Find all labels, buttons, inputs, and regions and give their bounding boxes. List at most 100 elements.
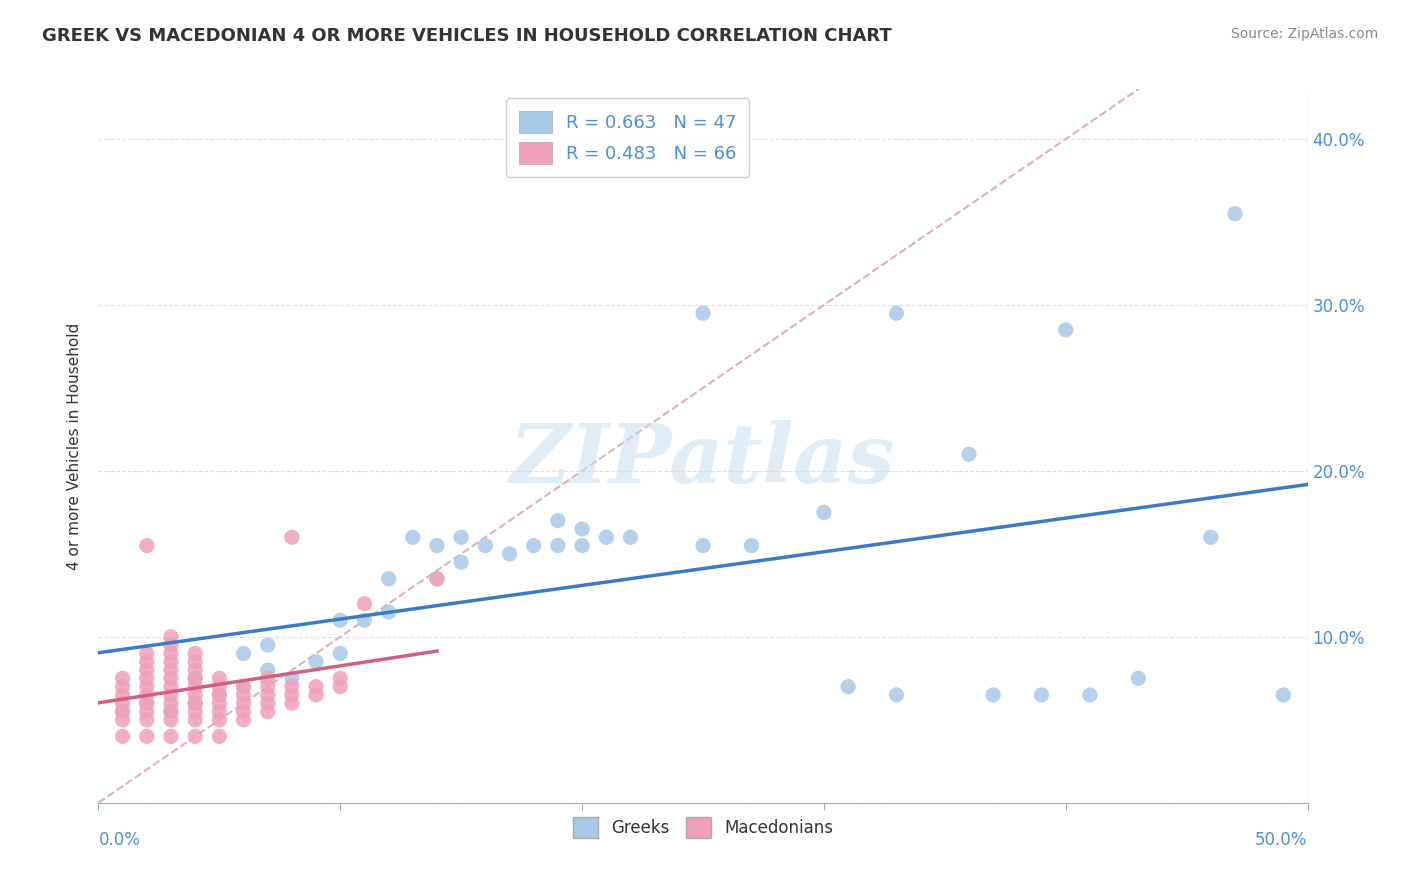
Point [426, 572, 449, 586]
Point [111, 696, 134, 710]
Point [184, 696, 207, 710]
Point [232, 713, 254, 727]
Point [160, 696, 183, 710]
Point [184, 671, 207, 685]
Point [1223, 207, 1246, 221]
Point [160, 630, 183, 644]
Legend: Greeks, Macedonians: Greeks, Macedonians [567, 811, 839, 845]
Point [450, 530, 472, 544]
Point [160, 663, 183, 677]
Point [256, 688, 278, 702]
Point [281, 688, 304, 702]
Point [208, 688, 231, 702]
Point [256, 696, 278, 710]
Point [135, 688, 157, 702]
Point [305, 655, 328, 669]
Point [135, 663, 157, 677]
Point [111, 705, 134, 719]
Point [281, 530, 304, 544]
Point [256, 671, 278, 685]
Point [329, 613, 352, 627]
Point [232, 696, 254, 710]
Point [353, 613, 375, 627]
Point [450, 555, 472, 569]
Point [135, 730, 157, 744]
Point [1272, 688, 1295, 702]
Point [1199, 530, 1222, 544]
Point [135, 539, 157, 553]
Point [208, 671, 231, 685]
Point [281, 696, 304, 710]
Point [523, 539, 546, 553]
Point [305, 688, 328, 702]
Point [981, 688, 1004, 702]
Point [160, 705, 183, 719]
Y-axis label: 4 or more Vehicles in Household: 4 or more Vehicles in Household [67, 322, 83, 570]
Point [111, 705, 134, 719]
Point [377, 605, 399, 619]
Point [135, 680, 157, 694]
Text: 50.0%: 50.0% [1256, 831, 1308, 849]
Point [160, 713, 183, 727]
Point [160, 655, 183, 669]
Point [232, 705, 254, 719]
Point [160, 730, 183, 744]
Point [160, 638, 183, 652]
Point [547, 539, 569, 553]
Point [498, 547, 520, 561]
Point [837, 680, 859, 694]
Point [232, 680, 254, 694]
Point [208, 696, 231, 710]
Point [886, 306, 908, 320]
Point [160, 647, 183, 661]
Point [329, 647, 352, 661]
Point [111, 713, 134, 727]
Text: ZIPatlas: ZIPatlas [510, 420, 896, 500]
Point [135, 713, 157, 727]
Point [232, 688, 254, 702]
Point [135, 655, 157, 669]
Point [692, 539, 714, 553]
Point [135, 696, 157, 710]
Point [160, 671, 183, 685]
Point [111, 688, 134, 702]
Point [135, 705, 157, 719]
Point [184, 655, 207, 669]
Point [256, 705, 278, 719]
Point [474, 539, 496, 553]
Point [232, 680, 254, 694]
Point [595, 530, 617, 544]
Point [111, 671, 134, 685]
Point [740, 539, 762, 553]
Point [232, 647, 254, 661]
Point [160, 680, 183, 694]
Point [1078, 688, 1101, 702]
Point [426, 539, 449, 553]
Point [184, 705, 207, 719]
Point [547, 514, 569, 528]
Point [329, 680, 352, 694]
Point [1031, 688, 1053, 702]
Point [813, 505, 835, 519]
Point [305, 680, 328, 694]
Point [160, 688, 183, 702]
Point [571, 539, 593, 553]
Point [111, 730, 134, 744]
Point [184, 696, 207, 710]
Point [208, 713, 231, 727]
Point [184, 688, 207, 702]
Point [208, 730, 231, 744]
Point [256, 663, 278, 677]
Text: 0.0%: 0.0% [98, 831, 141, 849]
Point [281, 680, 304, 694]
Point [184, 663, 207, 677]
Point [208, 680, 231, 694]
Point [256, 680, 278, 694]
Point [886, 688, 908, 702]
Text: GREEK VS MACEDONIAN 4 OR MORE VEHICLES IN HOUSEHOLD CORRELATION CHART: GREEK VS MACEDONIAN 4 OR MORE VEHICLES I… [42, 27, 891, 45]
Point [160, 705, 183, 719]
Point [184, 647, 207, 661]
Point [208, 705, 231, 719]
Point [426, 572, 449, 586]
Point [184, 680, 207, 694]
